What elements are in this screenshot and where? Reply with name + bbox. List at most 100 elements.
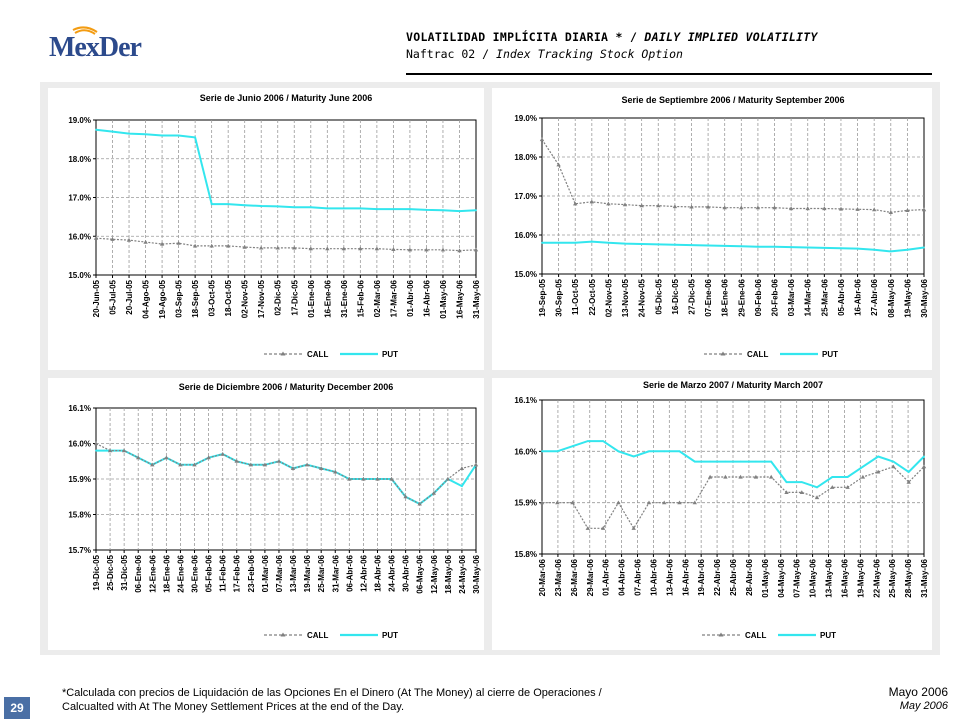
chart-title: Serie de Marzo 2007 / Maturity March 200… <box>643 380 823 390</box>
call-point <box>788 206 794 211</box>
chart-march-2007: Serie de Marzo 2007 / Maturity March 200… <box>492 378 932 650</box>
put-point <box>541 450 543 453</box>
x-tick-label: 31-Dic-05 <box>120 554 129 590</box>
legend-put-label: PUT <box>822 350 838 359</box>
put-point <box>586 440 589 442</box>
call-point <box>646 500 652 505</box>
y-tick-label: 16.0% <box>514 447 537 456</box>
x-tick-label: 31-Mar-06 <box>331 554 340 592</box>
x-tick-label: 03-Mar-06 <box>787 278 796 316</box>
put-point <box>862 465 864 468</box>
call-point <box>110 237 115 241</box>
x-tick-label: 02-Dic-05 <box>274 279 283 315</box>
x-tick-label: 07-Mar-06 <box>275 554 284 592</box>
x-tick-label: 20-Feb-06 <box>771 278 780 316</box>
x-tick-label: 18-Oct-05 <box>224 279 233 316</box>
put-point <box>342 207 345 210</box>
call-point <box>209 243 214 248</box>
put-point <box>177 134 180 137</box>
subtitle-separator: / <box>475 47 497 61</box>
x-tick-label: 01-Ene-06 <box>307 279 316 317</box>
call-point <box>656 203 661 208</box>
call-point <box>126 237 132 242</box>
call-point <box>822 206 827 211</box>
put-point <box>607 241 610 244</box>
footnote-line-es: *Calculada con precios de Liquidación de… <box>62 687 602 699</box>
x-tick-label: 16-Abr-06 <box>681 558 690 595</box>
x-tick-label: 30-Ene-06 <box>191 554 200 592</box>
put-point <box>624 242 626 245</box>
x-tick-label: 03-Oct-05 <box>208 279 217 316</box>
put-point <box>663 450 666 453</box>
x-tick-label: 19-May-06 <box>856 558 865 597</box>
x-tick-label: 22-May-06 <box>872 558 881 597</box>
logo-swoosh <box>72 26 98 35</box>
legend-call-label: CALL <box>747 350 768 359</box>
call-point <box>308 246 313 251</box>
put-point <box>309 206 312 209</box>
chart-september-2006-svg: Serie de Septiembre 2006 / Maturity Sept… <box>514 95 929 359</box>
put-point <box>739 460 742 463</box>
put-point <box>425 209 428 211</box>
x-tick-label: 27-Abr-06 <box>870 278 879 315</box>
call-point <box>662 500 667 505</box>
put-point <box>541 241 543 244</box>
legend-put-label: PUT <box>382 350 398 359</box>
chart-june-2006: Serie de Junio 2006 / Maturity June 2006… <box>48 88 484 370</box>
call-point <box>473 462 479 467</box>
put-point <box>690 244 693 247</box>
chart-september-2006: Serie de Septiembre 2006 / Maturity Sept… <box>492 88 932 370</box>
title-en: DAILY IMPLIED VOLATILITY <box>644 30 818 44</box>
x-tick-label: 29-Mar-06 <box>586 558 595 596</box>
put-point <box>846 476 849 478</box>
put-point <box>892 460 895 463</box>
subtitle-es: Naftrac 02 <box>406 47 476 61</box>
call-point <box>136 455 141 460</box>
x-tick-label: 19-May-06 <box>903 278 912 317</box>
put-point <box>632 455 635 458</box>
x-tick-label: 17-Feb-06 <box>233 554 242 592</box>
call-point <box>539 500 545 505</box>
put-point <box>907 471 910 473</box>
y-tick-label: 15.9% <box>68 475 91 484</box>
legend-put-label: PUT <box>820 631 836 640</box>
call-point <box>276 459 282 463</box>
x-tick-label: 28-Abr-06 <box>745 558 754 595</box>
call-point <box>164 455 169 460</box>
x-tick-label: 31-Ene-06 <box>340 279 349 317</box>
x-tick-label: 16-Abr-06 <box>854 278 863 315</box>
x-tick-label: 18-Sep-05 <box>191 279 200 317</box>
call-point <box>192 462 197 467</box>
call-point <box>178 462 183 467</box>
put-point <box>475 209 477 212</box>
put-point <box>243 204 246 207</box>
x-tick-label: 08-May-06 <box>887 278 896 317</box>
call-point <box>707 474 713 479</box>
x-tick-label: 23-Mar-06 <box>554 558 563 596</box>
call-point <box>457 248 462 253</box>
call-point <box>631 526 636 530</box>
chart-june-2006-svg: Serie de Junio 2006 / Maturity June 2006… <box>68 93 481 359</box>
x-tick-label: 02-Nov-05 <box>241 279 250 318</box>
put-point <box>723 245 726 247</box>
call-point <box>555 500 560 505</box>
call-point <box>292 245 297 250</box>
put-series-line <box>95 128 477 213</box>
put-point <box>571 445 574 448</box>
put-point <box>773 245 776 248</box>
put-point <box>755 460 757 463</box>
legend-call-label: CALL <box>307 350 328 359</box>
call-point <box>845 485 850 489</box>
put-point <box>831 476 834 478</box>
x-tick-label: 30-Sep-05 <box>555 278 564 316</box>
call-point <box>739 205 744 210</box>
date-es: Mayo 2006 <box>888 685 948 699</box>
put-point <box>806 246 809 249</box>
call-point <box>424 247 429 252</box>
call-point <box>440 247 446 252</box>
mexder-logo: MexDer <box>45 22 155 66</box>
call-point <box>860 474 866 479</box>
call-point <box>570 500 575 505</box>
call-point <box>290 466 296 470</box>
put-point <box>823 247 826 249</box>
